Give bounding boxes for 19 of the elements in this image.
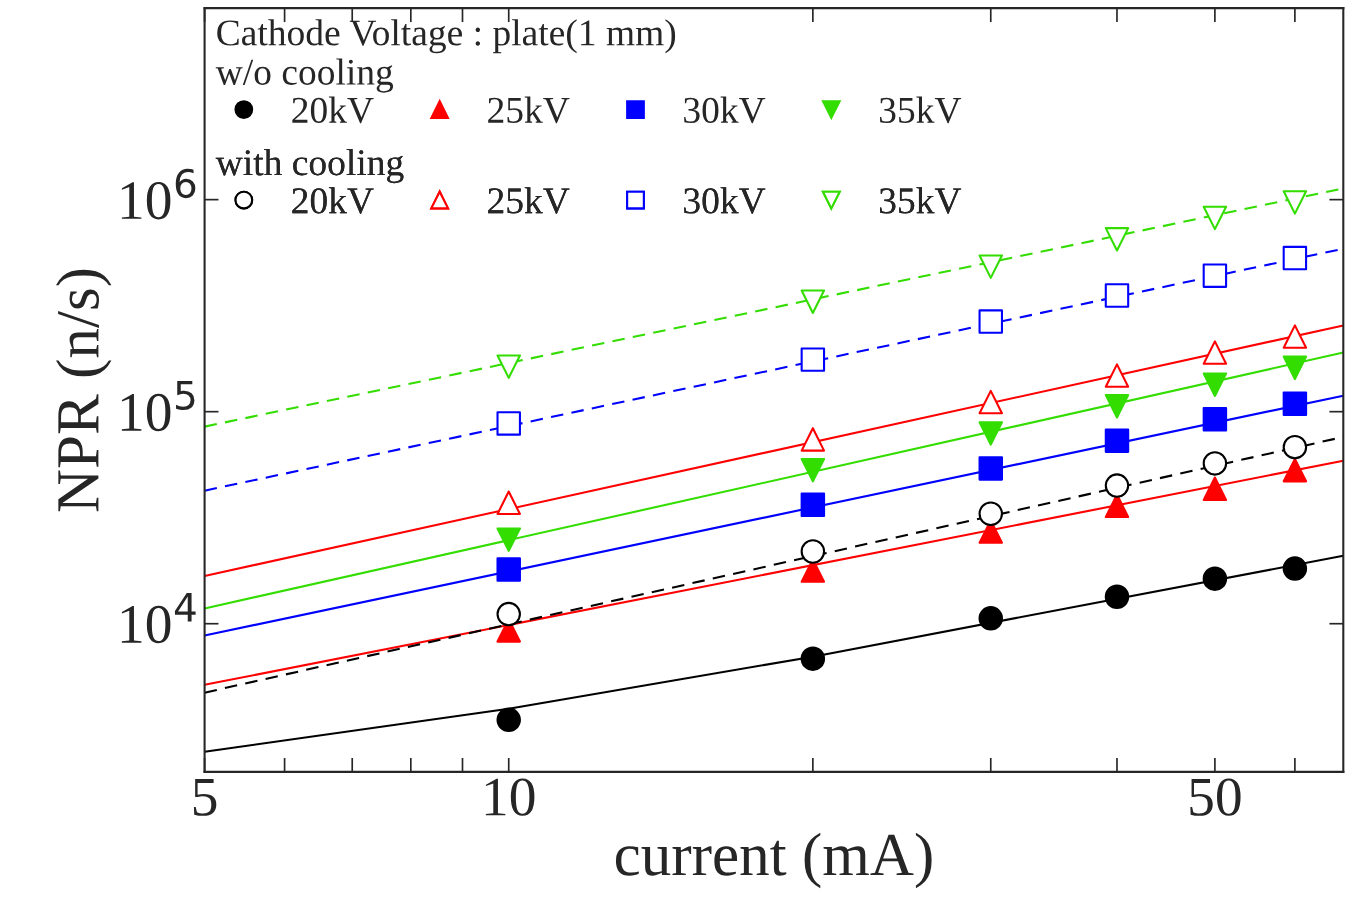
legend-label: 20kV xyxy=(292,96,374,124)
x-axis-title: current (mA) xyxy=(615,832,932,889)
legend-label: 25kV xyxy=(488,96,570,124)
annotation: w/o cooling xyxy=(215,58,394,93)
annotation: with cooling xyxy=(215,149,404,184)
y-tick-label: 10$^{4}$ xyxy=(121,593,196,644)
legend-title: Cathode Voltage : plate(1 mm) xyxy=(217,19,676,54)
legend-label: 30kV xyxy=(684,187,766,214)
legend-label: 20kV xyxy=(292,187,374,214)
legend-label: 35kV xyxy=(879,96,962,124)
y-tick-label: 10$^{6}$ xyxy=(121,168,196,220)
y-tick-label: 10$^{5}$ xyxy=(121,381,195,432)
legend-label: 35kV xyxy=(879,187,962,214)
legend-label: 30kV xyxy=(684,96,766,124)
x-tick-label: 5 xyxy=(193,778,217,816)
x-tick-label: 50 xyxy=(1190,778,1241,816)
x-tick-label: 10 xyxy=(485,778,535,816)
y-axis-title: NPR (n/s) xyxy=(55,269,112,512)
legend-label: 25kV xyxy=(488,187,570,214)
